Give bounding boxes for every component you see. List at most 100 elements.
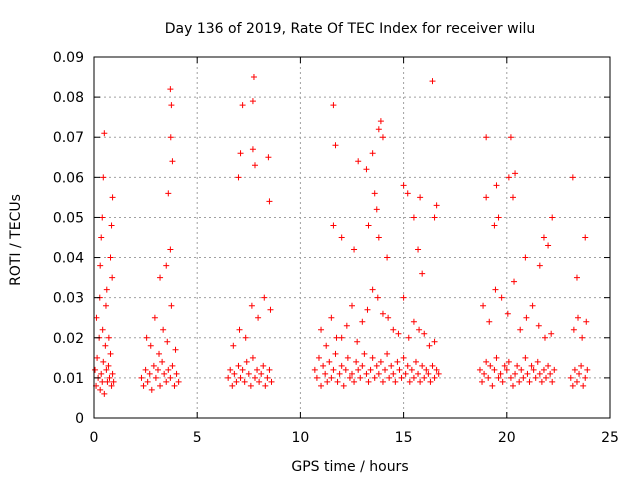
- data-point: [142, 366, 149, 373]
- data-point: [152, 374, 159, 381]
- data-point: [501, 362, 508, 369]
- data-point: [410, 318, 417, 325]
- data-point: [489, 382, 496, 389]
- data-point: [146, 370, 153, 377]
- data-point: [390, 370, 397, 377]
- data-point: [171, 382, 178, 389]
- data-point: [433, 202, 440, 209]
- data-point: [98, 234, 105, 241]
- data-point: [425, 370, 432, 377]
- data-point: [147, 342, 154, 349]
- data-point: [100, 358, 107, 365]
- data-point: [545, 242, 552, 249]
- data-point: [173, 370, 180, 377]
- data-point: [336, 370, 343, 377]
- data-point: [241, 378, 248, 385]
- data-point: [311, 366, 318, 373]
- data-point: [359, 362, 366, 369]
- data-point: [102, 342, 109, 349]
- data-point: [417, 194, 424, 201]
- data-point: [516, 378, 523, 385]
- data-point: [109, 274, 116, 281]
- data-point: [493, 182, 500, 189]
- data-point: [105, 362, 112, 369]
- data-point: [101, 130, 108, 137]
- data-point: [514, 362, 521, 369]
- data-point: [249, 354, 256, 361]
- y-tick-label: 0.03: [53, 291, 84, 307]
- chart-title: Day 136 of 2019, Rate Of TEC Index for r…: [165, 21, 535, 37]
- data-point: [98, 370, 105, 377]
- data-point: [338, 234, 345, 241]
- data-point: [237, 150, 244, 157]
- data-point: [326, 358, 333, 365]
- data-point: [355, 366, 362, 373]
- axis-ticks: 0 5 10 15 20 25 0 0.01 0.02 0.03 0.04 0.05 0.06 0.07 0…: [53, 50, 619, 446]
- y-tick-label: 0.04: [53, 251, 84, 267]
- data-point: [412, 358, 419, 365]
- data-point: [266, 198, 273, 205]
- data-point: [379, 310, 386, 317]
- data-point: [349, 370, 355, 377]
- data-point: [498, 294, 505, 301]
- data-point: [164, 338, 171, 345]
- data-point: [570, 326, 577, 333]
- data-point: [410, 374, 417, 381]
- x-tick-label: 5: [193, 430, 202, 446]
- data-point: [543, 374, 550, 381]
- data-point: [579, 334, 586, 341]
- data-point: [330, 222, 337, 229]
- data-point: [405, 334, 412, 341]
- data-point: [328, 314, 335, 321]
- y-tick-label: 0.07: [53, 130, 84, 146]
- data-point: [260, 362, 267, 369]
- data-point: [165, 190, 172, 197]
- data-point: [105, 334, 112, 341]
- data-point: [167, 374, 174, 381]
- data-point: [172, 346, 179, 353]
- data-point: [487, 362, 494, 369]
- data-point: [150, 362, 157, 369]
- data-point: [509, 382, 516, 389]
- data-point: [338, 362, 345, 369]
- data-point: [167, 134, 174, 141]
- data-point: [495, 214, 502, 221]
- data-point: [163, 262, 170, 269]
- data-point: [156, 350, 163, 357]
- data-point: [400, 182, 407, 189]
- data-point: [509, 194, 516, 201]
- data-point: [371, 374, 378, 381]
- y-tick-label: 0.05: [53, 210, 84, 226]
- data-point: [165, 366, 172, 373]
- data-point: [522, 254, 529, 261]
- data-point: [324, 378, 331, 385]
- data-point: [349, 302, 355, 309]
- data-point: [491, 366, 498, 373]
- y-axis-label: ROTI / TECUs: [8, 194, 24, 286]
- data-point: [235, 174, 242, 181]
- data-point: [419, 362, 426, 369]
- y-tick-label: 0.02: [53, 331, 84, 347]
- data-point: [169, 362, 176, 369]
- data-point: [109, 370, 116, 377]
- data-point: [573, 274, 580, 281]
- data-point: [575, 314, 582, 321]
- data-point: [157, 274, 164, 281]
- data-point: [354, 338, 361, 345]
- data-point: [578, 362, 585, 369]
- data-point: [99, 378, 106, 385]
- data-point: [584, 366, 591, 373]
- data-point: [148, 386, 155, 393]
- data-point: [429, 362, 436, 369]
- data-point: [330, 102, 337, 109]
- data-point: [479, 378, 486, 385]
- data-point: [235, 362, 242, 369]
- y-tick-label: 0.09: [53, 50, 84, 66]
- data-point: [532, 374, 539, 381]
- data-point: [569, 382, 576, 389]
- data-point: [229, 382, 236, 389]
- data-point: [236, 326, 243, 333]
- data-point: [268, 378, 275, 385]
- data-point: [536, 262, 543, 269]
